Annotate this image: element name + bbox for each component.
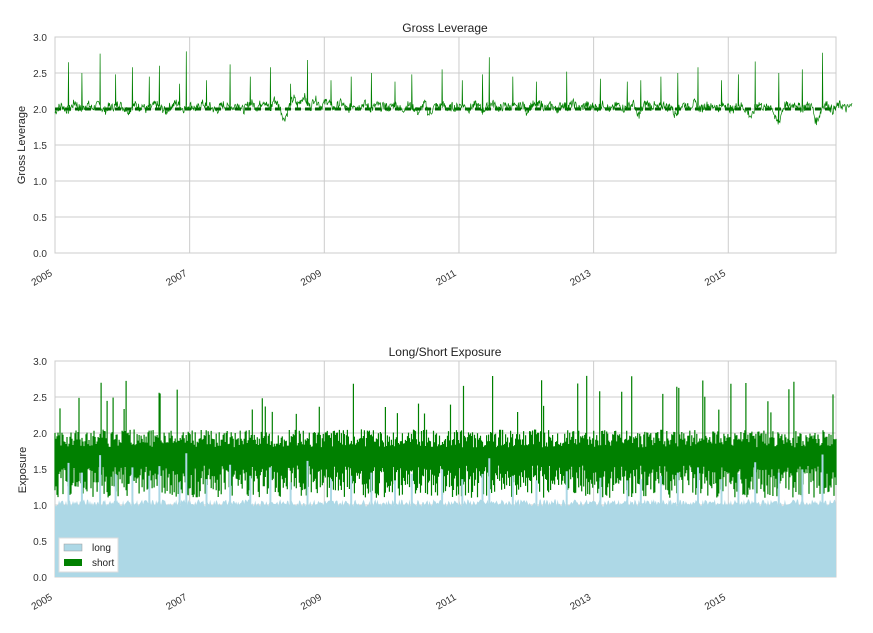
gross-leverage-y-tick-label: 1.5 bbox=[33, 141, 47, 152]
exposure-chart: Long/Short Exposure Exposure 0.0 0.5 1.0 1.… bbox=[17, 345, 837, 613]
gross-leverage-grid bbox=[55, 37, 836, 253]
short-exposure-area bbox=[54, 375, 837, 498]
gross-leverage-series bbox=[54, 51, 853, 126]
gross-leverage-y-tick-label: 3.0 bbox=[33, 33, 47, 44]
exposure-y-tick-label: 0.5 bbox=[33, 537, 47, 548]
gross-leverage-x-ticks: 2005 2007 2009 2011 2013 2015 bbox=[30, 268, 728, 289]
gross-leverage-y-tick-label: 0.5 bbox=[33, 213, 47, 224]
gross-leverage-x-tick-label: 2007 bbox=[164, 268, 189, 289]
legend-short-swatch bbox=[64, 559, 82, 566]
gross-leverage-chart: Gross Leverage Gross Leverage 0.0 0.5 1.0 1… bbox=[16, 21, 853, 289]
gross-leverage-x-tick-label: 2015 bbox=[703, 268, 728, 289]
exposure-series bbox=[54, 375, 837, 577]
legend-box bbox=[58, 537, 119, 573]
exposure-y-tick-label: 2.5 bbox=[33, 393, 47, 404]
long-exposure-spikes bbox=[67, 453, 824, 505]
exposure-legend: long short bbox=[58, 537, 119, 573]
exposure-x-tick-label: 2005 bbox=[30, 592, 55, 613]
gross-leverage-y-tick-label: 1.0 bbox=[33, 177, 47, 188]
gross-leverage-x-tick-label: 2013 bbox=[568, 268, 593, 289]
exposure-y-ticks: 0.0 0.5 1.0 1.5 2.0 2.5 3.0 bbox=[33, 357, 47, 584]
exposure-x-tick-label: 2015 bbox=[703, 592, 728, 613]
exposure-x-tick-label: 2011 bbox=[434, 592, 459, 612]
exposure-y-tick-label: 2.0 bbox=[33, 429, 47, 440]
legend-long-label: long bbox=[92, 543, 111, 554]
exposure-y-tick-label: 0.0 bbox=[33, 573, 47, 584]
exposure-y-tick-label: 3.0 bbox=[33, 357, 47, 368]
gross-leverage-y-tick-label: 2.5 bbox=[33, 69, 47, 80]
legend-short-label: short bbox=[92, 558, 114, 569]
gross-leverage-line bbox=[54, 51, 853, 126]
gross-leverage-title: Gross Leverage bbox=[402, 21, 488, 35]
gross-leverage-y-tick-label: 2.0 bbox=[33, 105, 47, 116]
exposure-y-tick-label: 1.0 bbox=[33, 501, 47, 512]
exposure-y-tick-label: 1.5 bbox=[33, 465, 47, 476]
gross-leverage-y-ticks: 0.0 0.5 1.0 1.5 2.0 2.5 3.0 bbox=[33, 33, 47, 260]
exposure-x-tick-label: 2013 bbox=[568, 592, 593, 613]
legend-long-swatch bbox=[63, 543, 83, 552]
gross-leverage-x-tick-label: 2005 bbox=[30, 268, 55, 289]
gross-leverage-x-tick-label: 2009 bbox=[299, 268, 324, 289]
exposure-x-tick-label: 2007 bbox=[164, 592, 189, 613]
exposure-title: Long/Short Exposure bbox=[389, 345, 502, 359]
gross-leverage-ylabel: Gross Leverage bbox=[16, 106, 28, 184]
long-exposure-area bbox=[55, 499, 836, 577]
exposure-ylabel: Exposure bbox=[17, 447, 29, 493]
exposure-x-ticks: 2005 2007 2009 2011 2013 2015 bbox=[30, 592, 728, 613]
gross-leverage-x-tick-label: 2011 bbox=[434, 268, 459, 288]
gross-leverage-y-tick-label: 0.0 bbox=[33, 249, 47, 260]
exposure-x-tick-label: 2009 bbox=[299, 592, 324, 613]
